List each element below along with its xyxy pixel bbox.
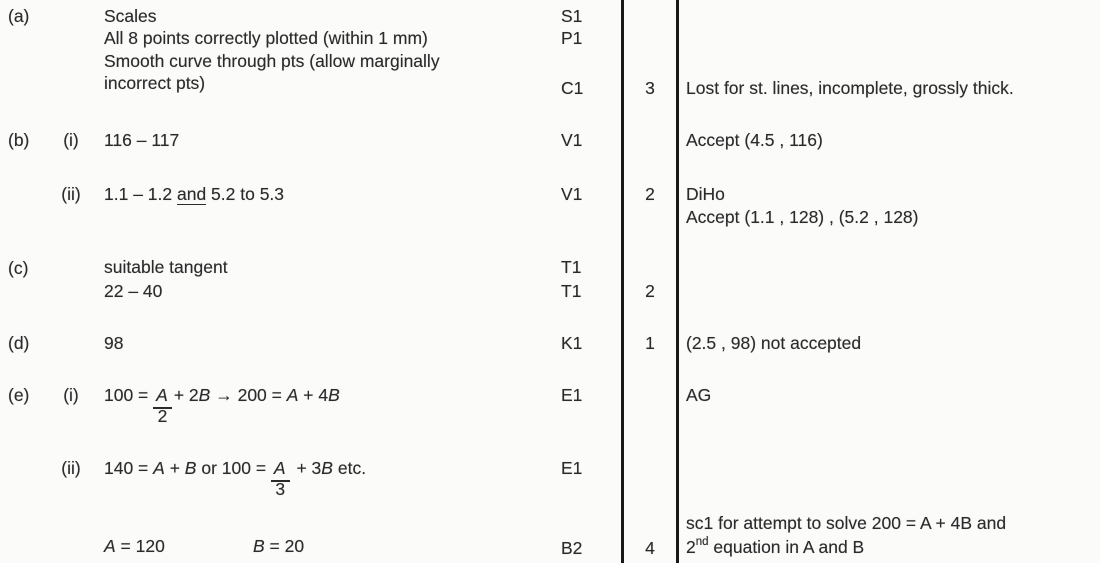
total-marks: 3: [645, 78, 655, 98]
mark-code: T1: [561, 281, 582, 301]
mark-code: P1: [561, 28, 583, 48]
mark-code: B2: [561, 538, 583, 558]
eq-segment: + 4: [298, 385, 329, 405]
examiner-comment: AG: [686, 385, 712, 405]
eq-variable: B: [328, 385, 340, 405]
eq-variable: B: [184, 458, 197, 478]
examiner-comment: Accept (4.5 , 116): [686, 130, 823, 150]
fraction-denominator: 3: [275, 479, 286, 499]
ordinal-superscript: nd: [695, 536, 709, 549]
solution-a: A = 120: [104, 535, 165, 557]
answer-line: Smooth curve through pts (allow marginal…: [104, 51, 440, 71]
answer-line: 116 – 117: [104, 130, 180, 150]
answer-line: Scales: [104, 6, 157, 26]
eq-variable: B: [321, 458, 333, 478]
vertical-rule-left: [621, 0, 624, 563]
solution-b: B = 20: [253, 535, 304, 557]
eq-variable: A: [104, 536, 116, 556]
eq-segment: = 20: [264, 536, 305, 556]
answer-line: 98: [104, 333, 124, 353]
subpart-label-i: (i): [63, 130, 79, 150]
part-label-e: (e): [8, 385, 30, 405]
underlined-and: and: [176, 184, 207, 205]
eq-segment: 100 =: [104, 385, 154, 405]
fraction-numerator: A: [153, 384, 172, 409]
mark-code: E1: [561, 458, 583, 478]
eq-variable: A: [153, 458, 165, 478]
eq-segment: → 200 =: [210, 385, 287, 405]
comment-segment: 2: [686, 537, 696, 557]
subpart-label-ii: (ii): [61, 184, 81, 204]
mark-code: T1: [561, 257, 582, 277]
answer-segment: 1.1 – 1.2: [104, 184, 177, 204]
equation-line: 100 = A 2 + 2B → 200 = A + 4B: [104, 384, 340, 426]
subpart-label-i: (i): [63, 385, 79, 405]
mark-code: S1: [561, 6, 583, 26]
eq-segment: etc.: [332, 458, 367, 478]
eq-segment: +: [164, 458, 185, 478]
total-marks: 2: [645, 184, 655, 204]
examiner-comment: sc1 for attempt to solve 200 = A + 4B an…: [686, 513, 1007, 533]
mark-code: C1: [561, 78, 584, 98]
examiner-comment: (2.5 , 98) not accepted: [686, 333, 862, 353]
eq-segment: + 2: [173, 385, 199, 405]
eq-variable: A: [286, 385, 299, 405]
mark-code: K1: [561, 333, 583, 353]
part-label-c: (c): [8, 258, 29, 278]
answer-line: incorrect pts): [104, 73, 206, 93]
total-marks: 4: [645, 538, 655, 558]
fraction-numerator: A: [270, 457, 290, 482]
answer-segment: 5.2 to 5.3: [206, 184, 285, 204]
examiner-comment: Lost for st. lines, incomplete, grossly …: [686, 78, 1014, 98]
answer-line: 1.1 – 1.2 and 5.2 to 5.3: [104, 183, 284, 205]
part-label-d: (d): [8, 333, 30, 353]
subpart-label-ii: (ii): [61, 458, 81, 478]
mark-code: V1: [561, 184, 583, 204]
part-label-b: (b): [8, 130, 30, 150]
vertical-rule-right: [676, 0, 679, 563]
fraction-denominator: 2: [157, 406, 168, 426]
answer-line: 22 – 40: [104, 281, 163, 301]
answer-line: suitable tangent: [104, 257, 228, 277]
eq-variable: B: [198, 385, 211, 405]
eq-segment: 140 =: [104, 458, 154, 478]
mark-code: E1: [561, 385, 583, 405]
examiner-comment: 2nd equation in A and B: [686, 536, 864, 558]
mark-code: V1: [561, 130, 583, 150]
comment-segment: equation in A and B: [708, 537, 865, 557]
eq-segment: = 120: [115, 536, 165, 556]
part-label-a: (a): [8, 6, 30, 26]
examiner-comment: Accept (1.1 , 128) , (5.2 , 128): [686, 207, 919, 227]
total-marks: 1: [645, 333, 655, 353]
eq-segment: or 100 =: [196, 458, 271, 478]
examiner-comment: DiHo: [686, 184, 725, 204]
eq-variable: B: [253, 536, 265, 556]
total-marks: 2: [645, 281, 655, 301]
eq-segment: + 3: [291, 458, 322, 478]
answer-line: All 8 points correctly plotted (within 1…: [104, 28, 428, 48]
